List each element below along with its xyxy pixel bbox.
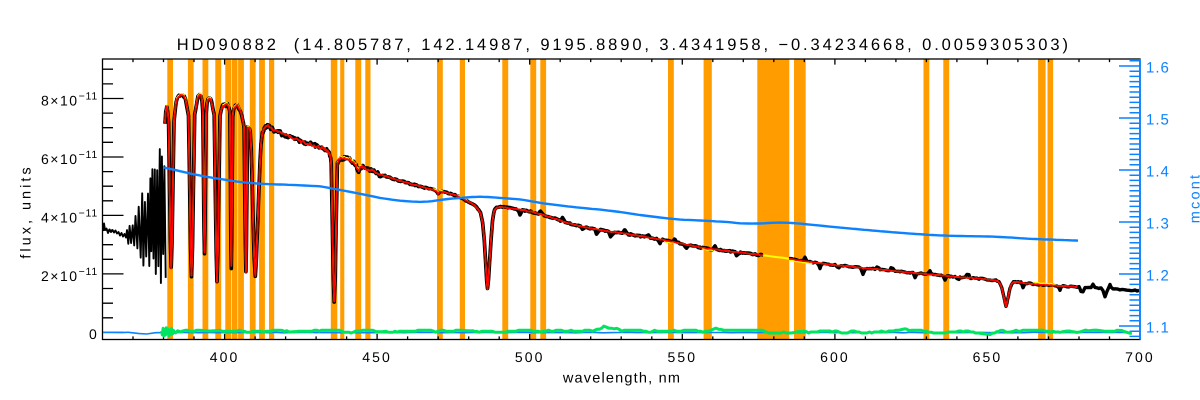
svg-text:1.1: 1.1 [1146,320,1170,337]
svg-text:HD090882 (14.805787, 142.1498: HD090882 (14.805787, 142.14987, 9195.889… [177,36,1071,54]
svg-text:500: 500 [515,349,545,365]
svg-text:400: 400 [210,349,240,365]
svg-text:600: 600 [820,349,850,365]
svg-text:1.2: 1.2 [1146,268,1170,285]
svg-text:550: 550 [667,349,697,365]
svg-text:mcont: mcont [1188,173,1200,224]
svg-text:flux, units: flux, units [19,164,35,258]
svg-text:650: 650 [973,349,1003,365]
svg-text:450: 450 [362,349,392,365]
svg-text:0: 0 [89,326,98,342]
svg-text:700: 700 [1125,349,1155,365]
svg-text:wavelength, nm: wavelength, nm [562,371,681,387]
svg-text:1.4: 1.4 [1146,164,1170,181]
svg-text:1.6: 1.6 [1146,60,1170,77]
svg-text:1.3: 1.3 [1146,216,1170,233]
svg-text:1.5: 1.5 [1146,112,1170,129]
